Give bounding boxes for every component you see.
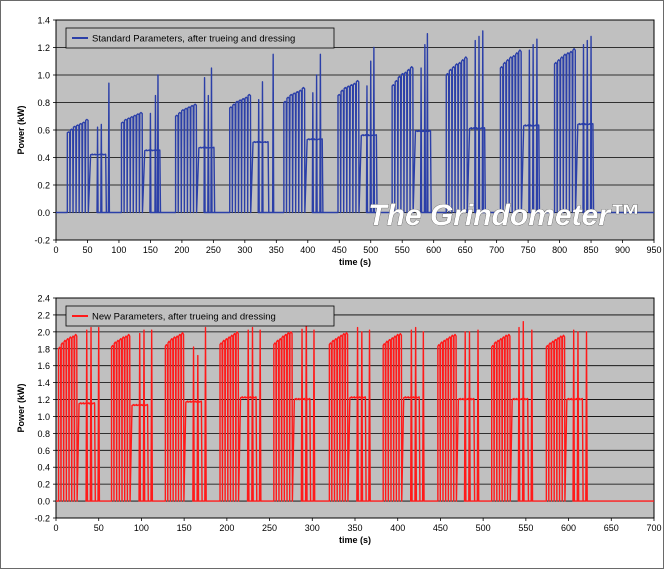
chart-1: -0.2 0.0 0.2 0.4 0.6 0.8 1.0 1.2 1.4 1.6 1.8 2.0 2.2…	[16, 294, 662, 546]
y-tick-label: 1.6	[37, 361, 50, 371]
x-tick-label: 200	[219, 523, 234, 533]
y-tick-label: 1.0	[37, 412, 50, 422]
x-tick-label: 650	[458, 245, 473, 255]
legend-label: Standard Parameters, after trueing and d…	[92, 34, 295, 45]
x-tick-label: 300	[237, 245, 252, 255]
x-tick-label: 900	[615, 245, 630, 255]
x-tick-label: 150	[177, 523, 192, 533]
y-tick-label: 0.2	[37, 181, 50, 191]
y-tick-label: 1.2	[37, 395, 50, 405]
series-line-0	[56, 307, 654, 502]
x-tick-label: 350	[347, 523, 362, 533]
x-tick-label: 600	[561, 523, 576, 533]
y-tick-label: 1.8	[37, 344, 50, 354]
y-tick-label: 0.0	[37, 497, 50, 507]
y-tick-label: -0.2	[34, 514, 50, 524]
y-axis-label: Power (kW)	[16, 105, 26, 154]
x-tick-label: 350	[269, 245, 284, 255]
y-tick-label: 2.4	[37, 294, 50, 304]
x-tick-label: 400	[390, 523, 405, 533]
y-tick-label: 1.4	[37, 378, 50, 388]
x-tick-label: 700	[489, 245, 504, 255]
y-tick-label: 0.4	[37, 463, 50, 473]
y-tick-label: 0.6	[37, 126, 50, 136]
y-tick-label: 1.0	[37, 71, 50, 81]
legend-box	[65, 27, 335, 49]
x-tick-label: 500	[363, 245, 378, 255]
x-tick-label: 100	[111, 245, 126, 255]
x-tick-label: 700	[646, 523, 661, 533]
x-tick-label: 450	[332, 245, 347, 255]
x-axis-label: time (s)	[339, 257, 371, 267]
x-tick-label: 950	[646, 245, 661, 255]
y-tick-label: 2.0	[37, 327, 50, 337]
x-tick-label: 800	[552, 245, 567, 255]
chart-0: -0.2 0.0 0.2 0.4 0.6 0.8 1.0 1.2 1.4 0 50 100 150 200…	[16, 16, 662, 268]
series-line-0	[56, 30, 654, 214]
x-tick-label: 750	[521, 245, 536, 255]
legend-box	[65, 305, 335, 327]
x-tick-label: 550	[518, 523, 533, 533]
y-tick-label: 0.8	[37, 98, 50, 108]
y-tick-label: 0.4	[37, 153, 50, 163]
x-tick-label: 300	[305, 523, 320, 533]
y-tick-label: -0.2	[34, 236, 50, 246]
x-tick-label: 200	[174, 245, 189, 255]
x-tick-label: 50	[94, 523, 104, 533]
y-tick-label: 1.4	[37, 16, 50, 26]
y-tick-label: 2.2	[37, 310, 50, 320]
x-tick-label: 250	[262, 523, 277, 533]
x-tick-label: 250	[206, 245, 221, 255]
y-tick-label: 0.8	[37, 429, 50, 439]
y-tick-label: 0.2	[37, 480, 50, 490]
x-tick-label: 50	[82, 245, 92, 255]
x-tick-label: 100	[134, 523, 149, 533]
y-tick-label: 0.6	[37, 446, 50, 456]
x-tick-label: 450	[433, 523, 448, 533]
x-tick-label: 600	[426, 245, 441, 255]
legend-label: New Parameters, after trueing and dressi…	[92, 312, 276, 323]
x-tick-label: 0	[53, 245, 58, 255]
x-tick-label: 400	[300, 245, 315, 255]
x-axis-label: time (s)	[339, 535, 371, 545]
y-tick-label: 0.0	[37, 208, 50, 218]
x-tick-label: 650	[604, 523, 619, 533]
x-tick-label: 550	[395, 245, 410, 255]
watermark-text: The Grindometer™	[368, 199, 640, 232]
y-axis-label: Power (kW)	[16, 383, 26, 432]
x-tick-label: 850	[584, 245, 599, 255]
x-tick-label: 150	[143, 245, 158, 255]
x-tick-label: 500	[476, 523, 491, 533]
y-tick-label: 1.2	[37, 43, 50, 53]
x-tick-label: 0	[53, 523, 58, 533]
